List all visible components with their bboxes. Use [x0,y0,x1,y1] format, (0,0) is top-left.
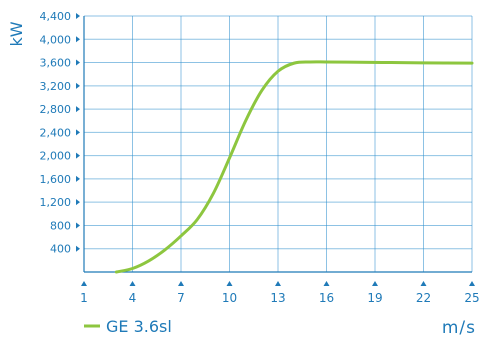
y-tick-label: 4,000 [40,33,72,46]
y-tick-marker [76,129,80,136]
x-tick-label: 4 [129,291,137,305]
legend-label: GE 3.6sl [106,317,172,336]
y-tick-label: 400 [50,243,71,256]
y-tick-marker [76,222,80,229]
x-tick-marker [420,281,427,286]
x-tick-label: 16 [319,291,334,305]
y-tick-label: 3,200 [40,80,72,93]
y-tick-marker [76,13,80,19]
y-tick-label: 2,000 [40,150,72,163]
y-tick-label: 800 [50,219,71,232]
y-tick-label: 1,600 [40,173,72,186]
x-tick-marker [469,281,475,286]
y-tick-marker [76,36,80,43]
series-line [114,60,474,274]
y-tick-marker [76,82,80,89]
x-tick-marker [178,281,184,286]
y-tick-label: 4,400 [40,10,72,23]
y-axis-label: kW [7,21,26,46]
y-tick-marker [76,106,80,113]
x-tick-marker [275,281,281,286]
x-tick-marker [372,281,378,286]
x-tick-label: 22 [416,291,431,305]
y-tick-marker [76,245,80,252]
x-tick-label: 19 [367,291,382,305]
x-tick-label: 10 [222,291,237,305]
x-tick-label: 13 [270,291,285,305]
x-tick-label: 1 [80,291,88,305]
y-tick-marker [76,199,80,206]
y-tick-label: 3,600 [40,57,72,70]
y-tick-marker [76,152,80,159]
y-tick-marker [76,175,80,182]
y-tick-marker [76,59,80,66]
x-tick-label: 25 [464,291,479,305]
x-tick-marker [226,281,233,286]
x-tick-marker [81,281,87,286]
y-tick-label: 1,200 [40,196,72,209]
y-tick-label: 2,400 [40,126,72,139]
x-tick-marker [323,281,330,286]
x-tick-marker [129,281,136,286]
x-tick-label: 7 [177,291,185,305]
x-axis-label: m/s [442,318,476,338]
y-tick-label: 2,800 [40,103,72,116]
